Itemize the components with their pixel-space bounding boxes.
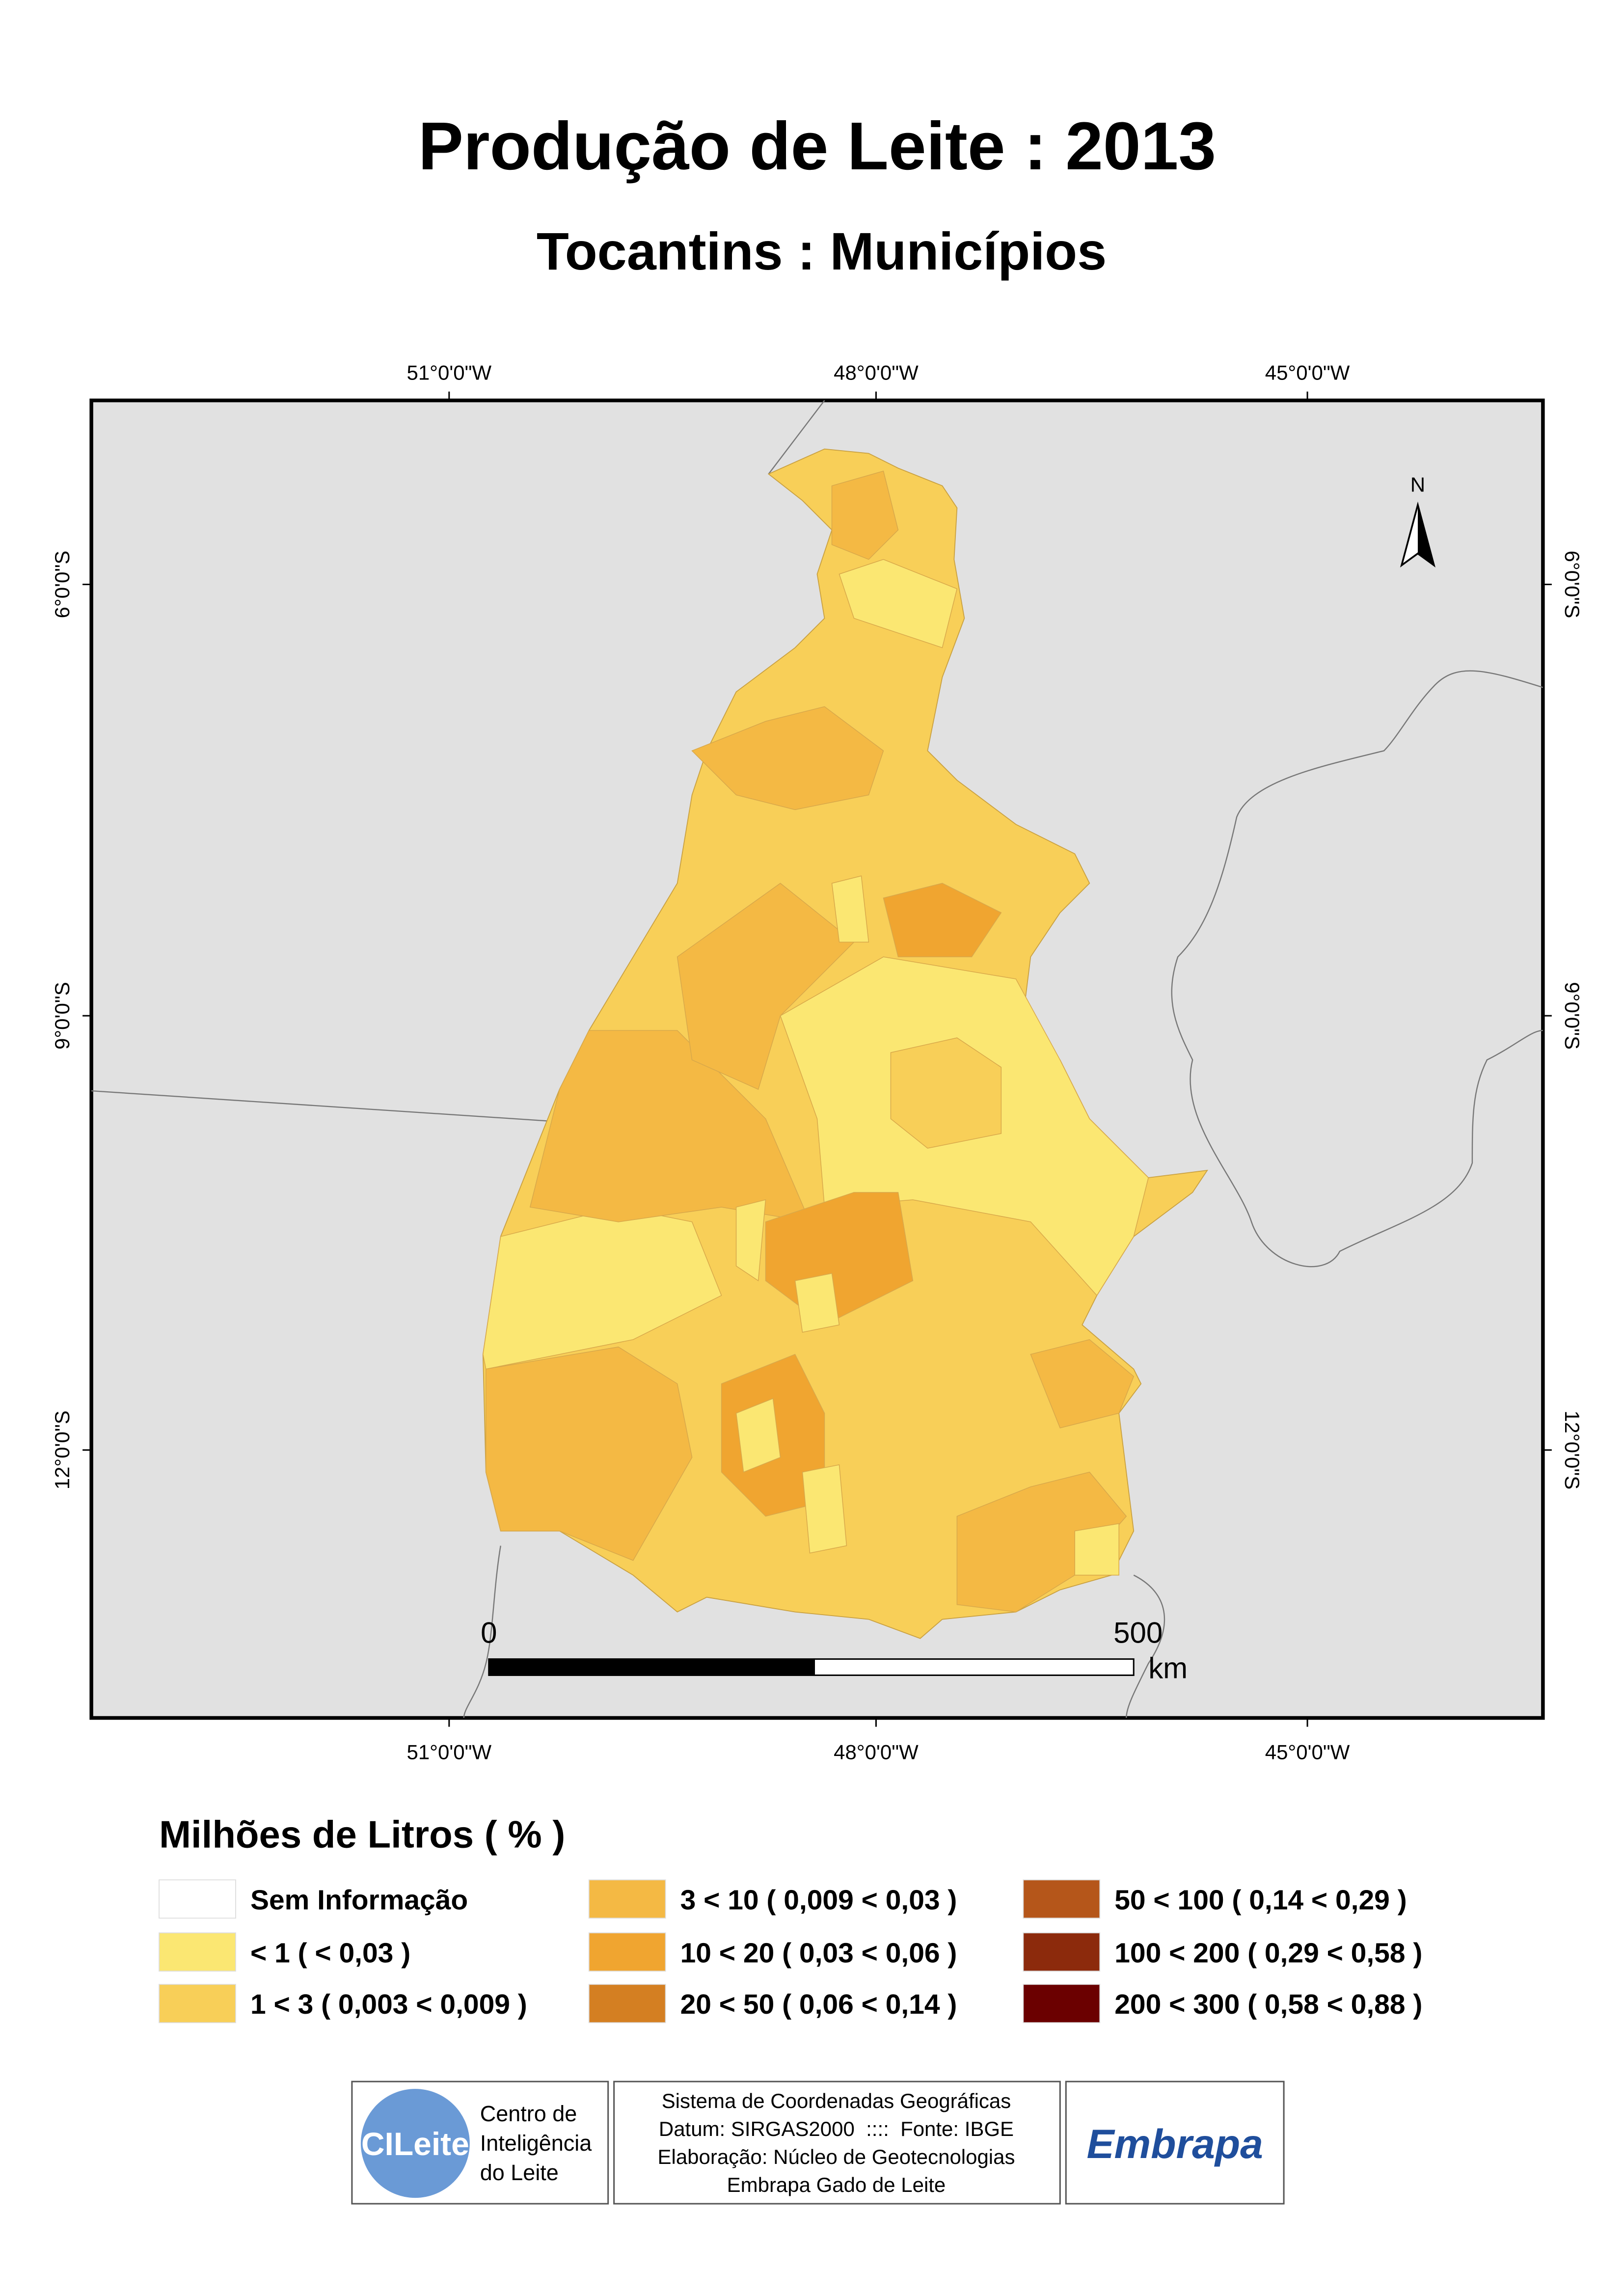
cileite-text: Inteligência [480,2131,592,2156]
cileite-text: do Leite [480,2160,559,2185]
map-frame: N 0 500 km [89,398,1545,1720]
scale-end: 500 [1113,1617,1163,1649]
legend-swatch [1023,1879,1101,1919]
info-box [613,2080,1061,2205]
legend-label: 200 < 300 ( 0,58 < 0,88 ) [1114,1989,1422,2020]
cileite-text: Centro de [480,2101,577,2126]
info-line: Elaboração: Núcleo de Geotecnologias [658,2145,1015,2168]
lat-label: 9°0'0"S [51,982,74,1050]
legend-label: < 1 ( < 0,03 ) [250,1937,410,1969]
legend-label: 100 < 200 ( 0,29 < 0,58 ) [1114,1937,1422,1969]
legend-label: 3 < 10 ( 0,009 < 0,03 ) [680,1884,957,1916]
info-line: Datum: SIRGAS2000 :::: Fonte: IBGE [659,2117,1014,2140]
legend-label: Sem Informação [250,1884,468,1916]
scale-bar-black [488,1658,815,1676]
title: Produção de Leite : 2013 [418,108,1216,184]
scale-start: 0 [481,1617,497,1649]
neighbor-boundaries [91,400,1543,1718]
info-line: Sistema de Coordenadas Geográficas [662,2089,1011,2112]
municipalities [483,470,1149,1613]
legend-swatch [588,1879,666,1919]
legend-label: 10 < 20 ( 0,03 < 0,06 ) [680,1937,957,1969]
lon-label: 48°0'0"W [834,1740,919,1763]
legend-swatch [1023,1984,1101,2024]
embrapa-box [1065,2080,1285,2205]
legend-label: 50 < 100 ( 0,14 < 0,29 ) [1114,1884,1407,1916]
legend-swatch [1023,1932,1101,1972]
lat-label: 6°0'0"S [1561,551,1584,619]
legend-swatch [159,1879,236,1919]
legend-label: 20 < 50 ( 0,06 < 0,14 ) [680,1989,957,2020]
cileite-logo [360,2089,470,2198]
legend-title: Milhões de Litros ( % ) [159,1812,565,1856]
lon-label: 48°0'0"W [834,361,919,384]
lon-label: 51°0'0"W [406,361,491,384]
subtitle: Tocantins : Municípios [537,221,1107,281]
legend-swatch [159,1984,236,2024]
footer: CILeite Centro de Inteligência do Leite … [351,2080,1285,2205]
scale-unit: km [1148,1652,1188,1685]
legend-label: 1 < 3 ( 0,003 < 0,009 ) [250,1989,527,2020]
legend-swatch [588,1932,666,1972]
info-line: Embrapa Gado de Leite [727,2173,946,2196]
legend-swatch [159,1932,236,1972]
cileite-logo-text: CILeite [361,2126,469,2162]
north-label: N [1410,473,1425,496]
lat-label: 6°0'0"S [51,551,74,619]
lat-label: 12°0'0"S [1561,1410,1584,1489]
lat-label: 9°0'0"S [1561,982,1584,1050]
legend-swatch [588,1984,666,2024]
lon-label: 45°0'0"W [1265,1740,1350,1763]
embrapa-logo: Embrapa [1087,2121,1263,2167]
lon-label: 45°0'0"W [1265,361,1350,384]
lon-label: 51°0'0"W [406,1740,491,1763]
scale-bar-white [813,1658,1135,1676]
lat-label: 12°0'0"S [51,1410,74,1489]
